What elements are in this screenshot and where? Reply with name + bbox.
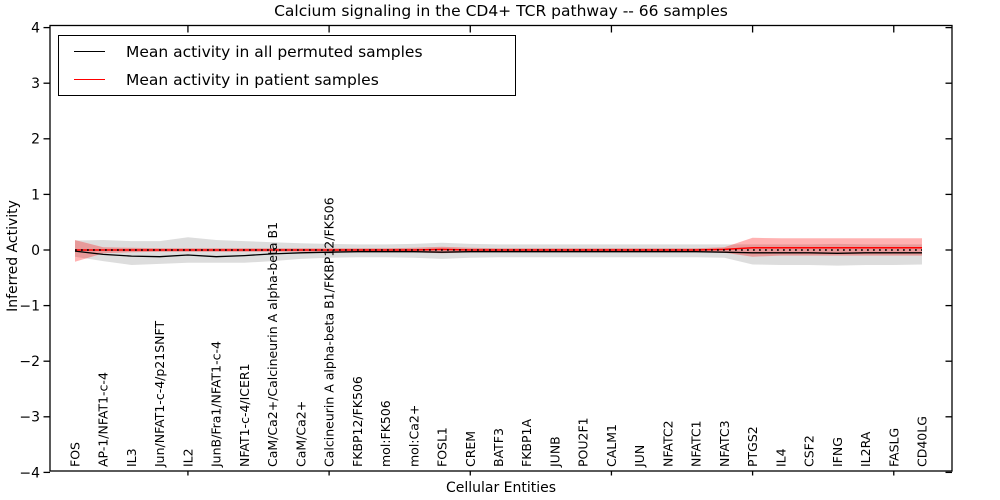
x-tick-label: mol:FK506 (378, 400, 393, 467)
y-tick-label: 2 (31, 132, 40, 148)
x-tick-label: CSF2 (802, 435, 817, 467)
x-tick-label: CALM1 (604, 424, 619, 467)
legend-item-patient: Mean activity in patient samples (59, 69, 515, 91)
x-tick-label: CaM/Ca2+ (293, 401, 308, 467)
x-tick-label: NFATC2 (660, 420, 675, 467)
y-tick-label: 3 (31, 76, 40, 92)
y-tick-label: 4 (31, 21, 40, 37)
x-tick-label: IFNG (830, 437, 845, 467)
x-tick-label: Calcineurin A alpha-beta B1/FKBP12/FK506 (322, 197, 337, 467)
y-tick-label: 0 (31, 243, 40, 259)
legend: Mean activity in all permuted samples Me… (58, 35, 516, 96)
y-tick-label: −3 (19, 410, 40, 426)
x-tick-label: IL2 (180, 448, 195, 467)
legend-label-patient: Mean activity in patient samples (126, 70, 379, 89)
x-tick-label: IL2RA (858, 431, 873, 467)
x-tick-label: CaM/Ca2+/Calcineurin A alpha-beta B1 (265, 222, 280, 467)
x-tick-label: JUN (632, 445, 647, 468)
y-tick-label: −2 (19, 354, 40, 370)
x-tick-label: POU2F1 (576, 417, 591, 467)
x-tick-label: FKBP12/FK506 (350, 376, 365, 467)
x-tick-label: JUNB (548, 436, 563, 468)
chart-title: Calcium signaling in the CD4+ TCR pathwa… (274, 2, 728, 20)
x-tick-label: AP-1/NFAT1-c-4 (96, 372, 111, 467)
x-tick-label: FOSL1 (435, 427, 450, 467)
x-tick-label: JunB/Fra1/NFAT1-c-4 (209, 341, 224, 468)
x-tick-label: NFATC1 (689, 420, 704, 467)
x-tick-label: FOS (68, 442, 83, 467)
permuted-mean-line (74, 250, 922, 258)
x-tick-label: NFATC3 (717, 420, 732, 467)
x-tick-label: CD40LG (915, 416, 930, 467)
legend-item-permuted: Mean activity in all permuted samples (59, 41, 515, 63)
y-tick-label: −4 (19, 465, 40, 481)
x-tick-label: FKBP1A (519, 419, 534, 467)
permuted-line-swatch (74, 51, 105, 52)
x-tick-label: BATF3 (491, 428, 506, 467)
patient-line-swatch (74, 79, 105, 80)
x-tick-label: IL4 (773, 448, 788, 467)
x-axis-label: Cellular Entities (445, 480, 557, 496)
x-tick-label: IL3 (124, 448, 139, 467)
y-axis-label: Inferred Activity (5, 200, 21, 312)
axes-spines (49, 24, 953, 472)
x-tick-label: FASLG (886, 428, 901, 467)
x-tick-label: Jun/NFAT1-c-4/p21SNFT (152, 321, 167, 468)
x-tick-label: CREM (463, 431, 478, 467)
x-tick-label: PTGS2 (745, 426, 760, 467)
legend-label-permuted: Mean activity in all permuted samples (126, 42, 423, 61)
y-tick-label: 1 (31, 187, 40, 203)
x-tick-label: mol:Ca2+ (406, 405, 421, 467)
y-tick-label: −1 (19, 299, 40, 315)
patient-mean-line (75, 247, 922, 251)
x-tick-label: NFAT1-c-4/ICER1 (237, 363, 252, 467)
